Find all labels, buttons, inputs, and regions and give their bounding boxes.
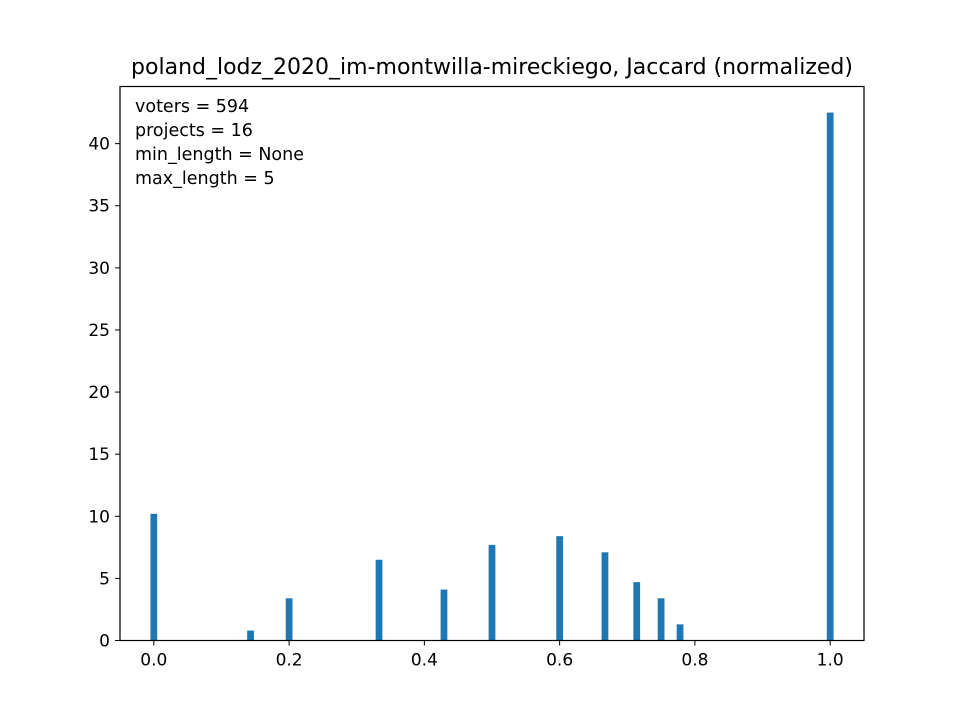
bar xyxy=(247,630,254,641)
annotation-voters: voters = 594 xyxy=(135,97,249,117)
bar xyxy=(285,598,293,641)
y-tick-label: 35 xyxy=(88,197,110,217)
y-axis: 0 5 10 15 20 25 30 35 40 xyxy=(88,135,120,652)
x-axis: 0.0 0.2 0.4 0.6 0.8 1.0 xyxy=(140,640,844,671)
x-tick-label: 0.0 xyxy=(140,651,167,671)
bar xyxy=(676,624,684,641)
x-tick-label: 0.2 xyxy=(276,651,303,671)
bar xyxy=(440,589,448,641)
annotation-projects: projects = 16 xyxy=(135,121,253,141)
chart-title: poland_lodz_2020_im-montwilla-mireckiego… xyxy=(131,55,853,80)
bar xyxy=(601,552,609,641)
y-tick-label: 25 xyxy=(88,321,110,341)
bar xyxy=(375,559,383,641)
bar xyxy=(633,582,641,641)
y-tick-label: 10 xyxy=(88,507,110,527)
x-tick-label: 0.8 xyxy=(681,651,708,671)
y-tick-label: 40 xyxy=(88,135,110,155)
y-tick-label: 0 xyxy=(99,632,110,652)
x-tick-label: 0.4 xyxy=(411,651,438,671)
plot-frame xyxy=(119,85,865,642)
bars-layer xyxy=(150,112,834,641)
annotation-max-length: max_length = 5 xyxy=(135,169,275,189)
bar xyxy=(657,598,665,641)
y-tick-label: 20 xyxy=(88,383,110,403)
y-tick-label: 30 xyxy=(88,259,110,279)
y-tick-label: 5 xyxy=(99,569,110,589)
bar xyxy=(556,536,564,641)
y-tick-label: 15 xyxy=(88,445,110,465)
x-tick-label: 0.6 xyxy=(546,651,573,671)
bar xyxy=(826,112,834,641)
annotation-min-length: min_length = None xyxy=(135,145,304,165)
x-tick-label: 1.0 xyxy=(817,651,844,671)
bar xyxy=(488,544,496,641)
annotations: voters = 594 projects = 16 min_length = … xyxy=(135,97,304,189)
bar xyxy=(150,513,158,641)
